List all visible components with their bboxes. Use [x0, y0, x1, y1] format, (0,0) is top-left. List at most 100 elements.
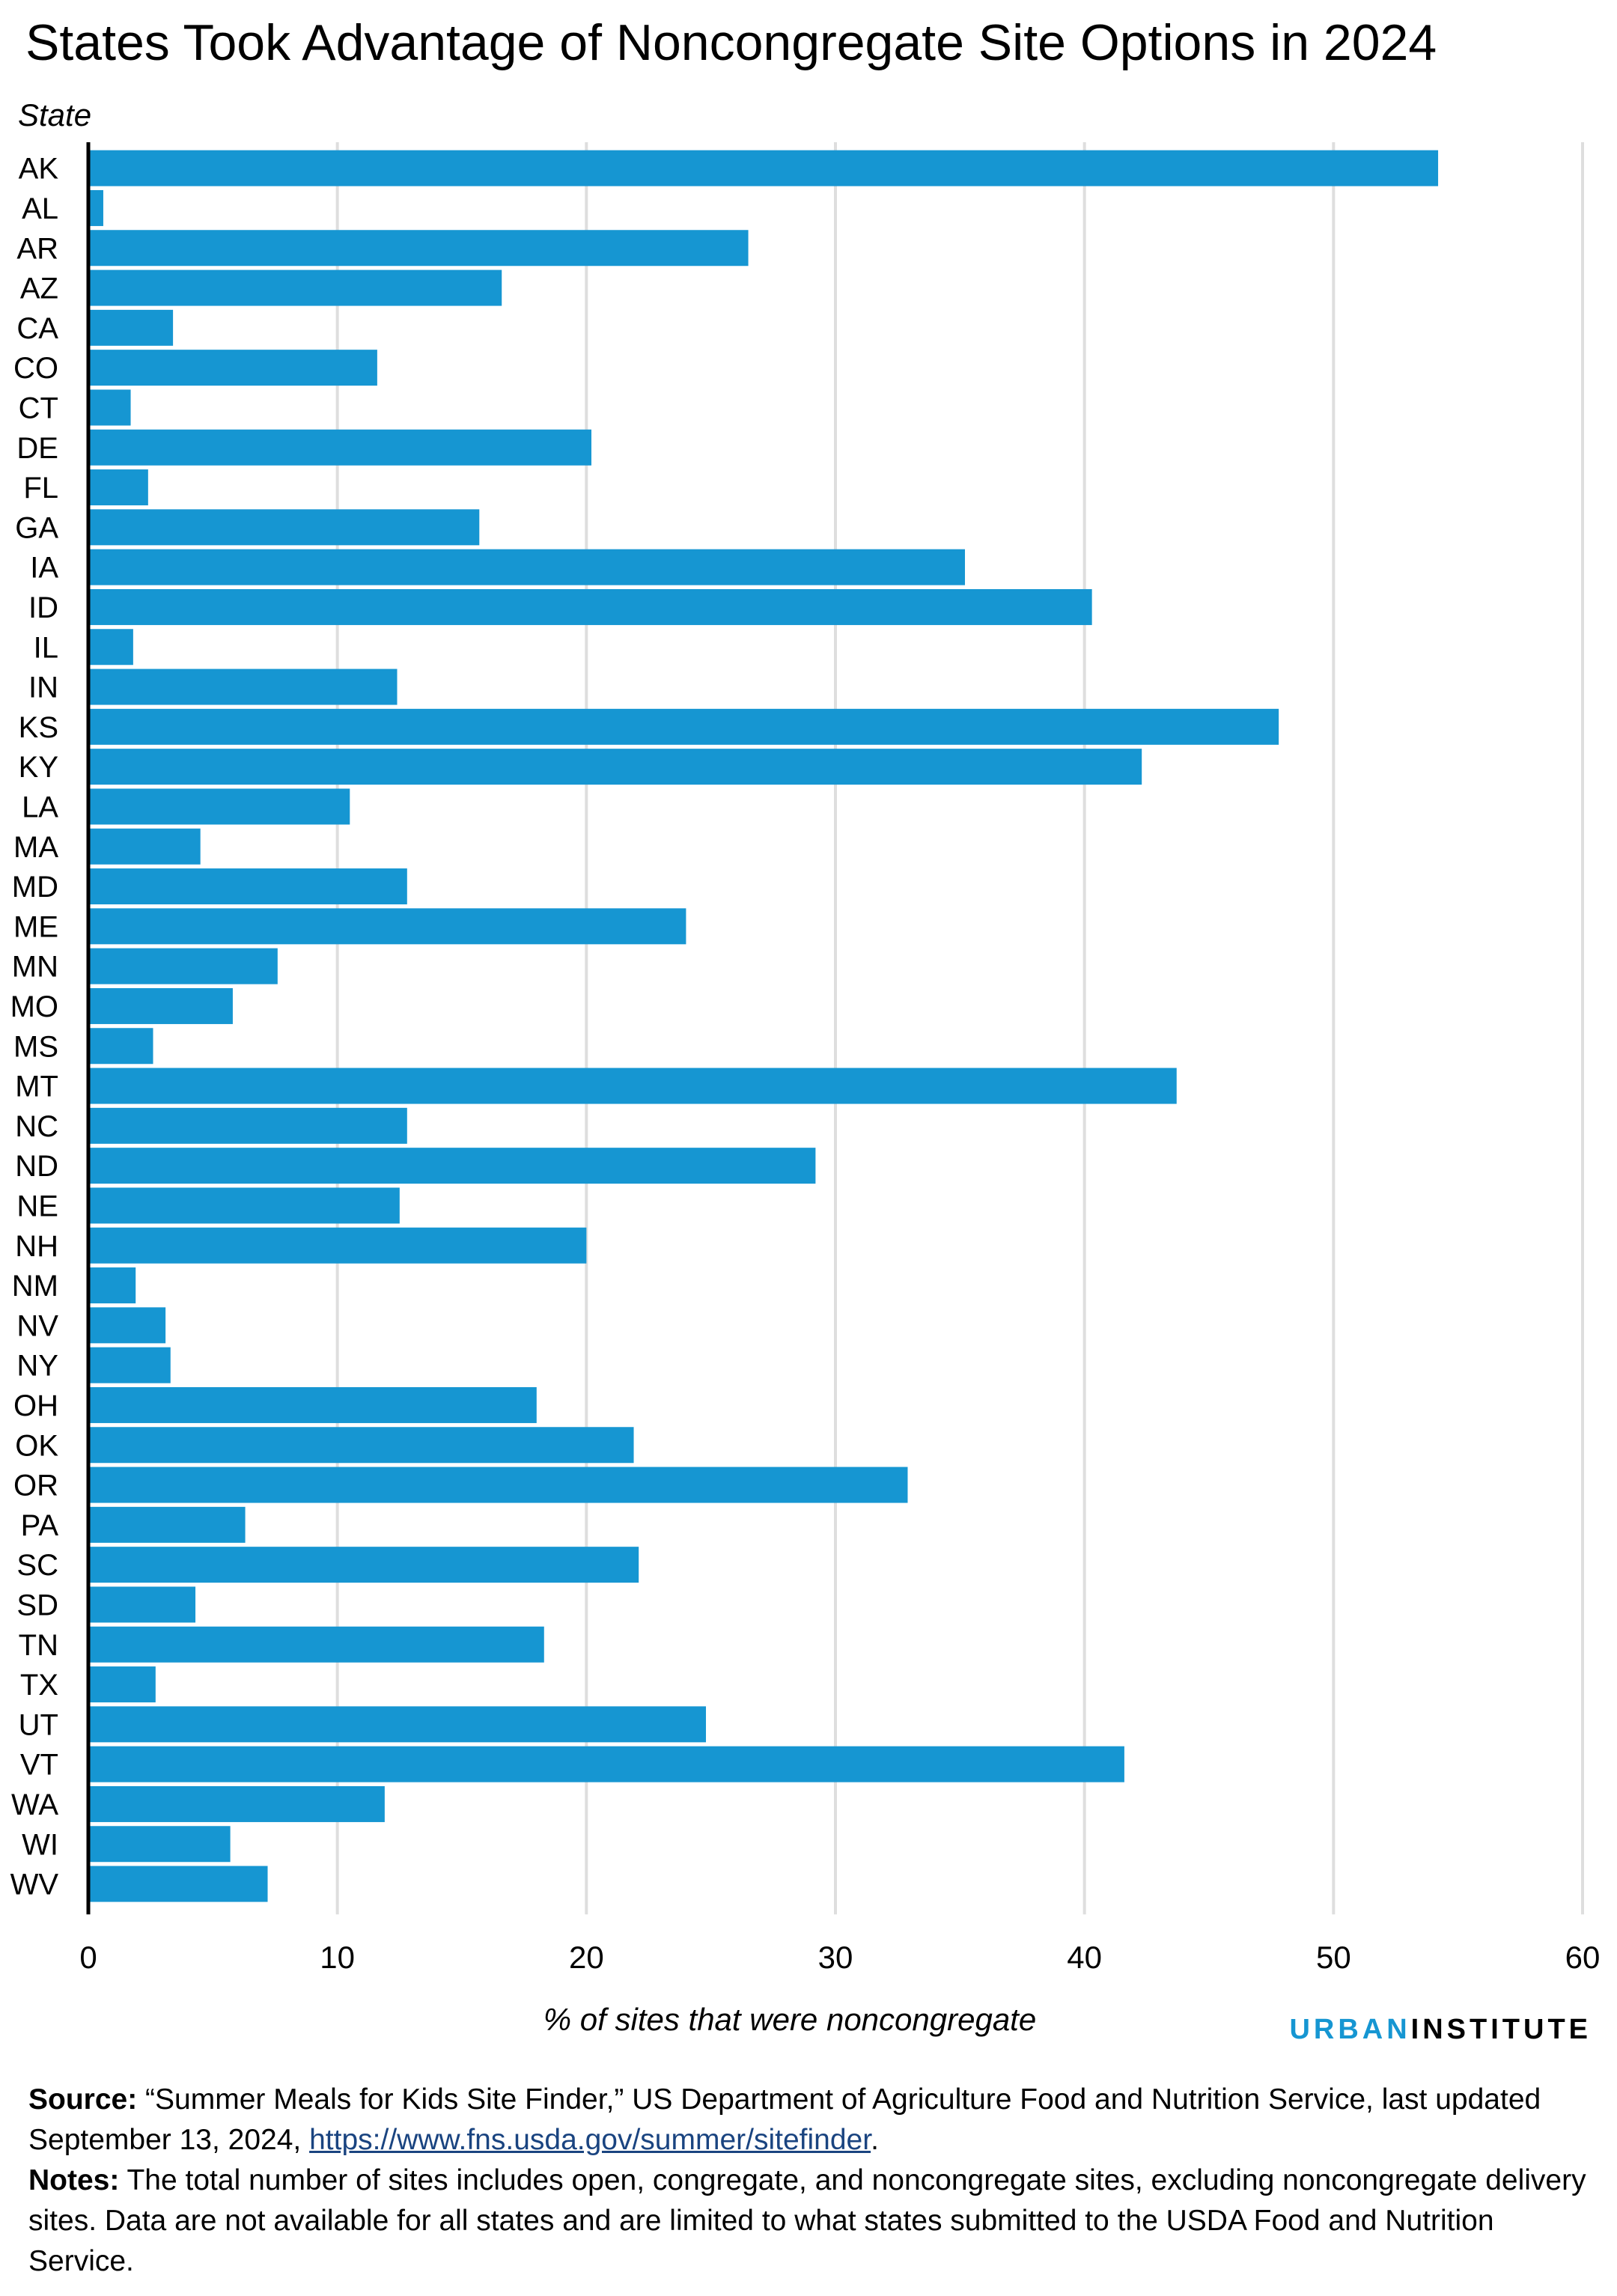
category-label: CT: [19, 392, 58, 424]
bar-tn: [88, 1626, 544, 1663]
category-label: DE: [16, 432, 58, 465]
bar-ca: [88, 309, 174, 346]
category-label: IN: [28, 672, 58, 704]
bar-ma: [88, 828, 201, 865]
x-tick-label: 0: [79, 1940, 97, 1975]
x-tick-label: 50: [1316, 1940, 1351, 1975]
category-labels: AK AL AR AZ CA CO CT DE FL GA IA ID IL IN KS KY LA MA MD ME…: [10, 153, 59, 1901]
category-label: VT: [20, 1749, 58, 1782]
category-label: WV: [10, 1869, 59, 1901]
bar-in: [88, 669, 398, 705]
bar-mn: [88, 948, 278, 984]
urban-institute-logo: URBANINSTITUTE: [1289, 2014, 1592, 2046]
bar-ms: [88, 1028, 153, 1065]
bar-vt: [88, 1746, 1124, 1782]
category-label: CO: [13, 352, 58, 385]
x-tick-label: 40: [1067, 1940, 1102, 1975]
bar-al: [88, 189, 103, 226]
category-label: UT: [19, 1708, 58, 1741]
bar-oh: [88, 1386, 537, 1423]
bar-ia: [88, 549, 965, 585]
category-label: OK: [15, 1429, 58, 1462]
category-label: AL: [22, 192, 58, 225]
category-label: WA: [11, 1788, 58, 1821]
notes-label: Notes:: [28, 2164, 120, 2196]
bar-pa: [88, 1506, 246, 1543]
bar-ok: [88, 1427, 634, 1464]
category-label: NM: [12, 1270, 58, 1303]
category-label: KY: [19, 751, 58, 784]
source-label: Source:: [28, 2083, 138, 2116]
category-label: FL: [23, 472, 58, 505]
category-label: SD: [16, 1589, 58, 1621]
category-label: ND: [15, 1150, 58, 1183]
bar-sd: [88, 1586, 196, 1623]
category-label: ME: [13, 910, 58, 943]
source-text: “Summer Meals for Kids Site Finder,” US …: [28, 2083, 1541, 2156]
source-end: .: [871, 2124, 879, 2156]
category-label: IL: [34, 631, 58, 664]
bar-nv: [88, 1307, 166, 1344]
bar-id: [88, 588, 1092, 625]
category-label: AK: [19, 153, 59, 186]
bar-ak: [88, 150, 1439, 186]
x-tick-labels: 0 10 20 30 40 50 60: [79, 1940, 1600, 1975]
bar-ut: [88, 1706, 707, 1743]
category-label: LA: [22, 791, 58, 823]
category-label: KS: [19, 711, 58, 744]
category-label: CA: [16, 312, 58, 345]
notes: Notes: The total number of sites include…: [28, 2161, 1593, 2282]
bars: [88, 150, 1439, 1902]
source-note: Source: “Summer Meals for Kids Site Find…: [28, 2080, 1593, 2161]
category-label: MD: [12, 871, 58, 904]
chart-title: States Took Advantage of Noncongregate S…: [25, 14, 1437, 71]
x-tick-label: 20: [569, 1940, 604, 1975]
bar-il: [88, 629, 133, 666]
category-label: GA: [15, 511, 58, 544]
bar-ky: [88, 749, 1142, 785]
category-label: NE: [16, 1190, 58, 1222]
x-tick-label: 60: [1565, 1940, 1601, 1975]
bar-ct: [88, 389, 131, 426]
bar-fl: [88, 469, 148, 506]
x-axis-label: % of sites that were noncongregate: [543, 2002, 1036, 2037]
category-label: MO: [10, 990, 58, 1023]
bar-ar: [88, 230, 749, 267]
category-label: WI: [22, 1828, 58, 1861]
category-label: PA: [21, 1509, 59, 1542]
bar-az: [88, 270, 502, 306]
bar-wa: [88, 1785, 385, 1822]
logo-part-urban: URBAN: [1289, 2014, 1411, 2045]
bar-nh: [88, 1227, 587, 1264]
category-label: MT: [15, 1071, 58, 1103]
category-label: NC: [15, 1110, 58, 1143]
bar-nd: [88, 1148, 816, 1184]
category-label: NY: [16, 1350, 58, 1383]
category-label: TN: [19, 1629, 58, 1662]
category-label: IA: [30, 552, 58, 585]
bar-chart: AK AL AR AZ CA CO CT DE FL GA IA ID IL IN KS KY LA MA MD ME…: [10, 97, 1601, 2037]
category-label: ID: [28, 591, 58, 624]
source-link[interactable]: https://www.fns.usda.gov/summer/sitefind…: [309, 2124, 871, 2156]
bar-wv: [88, 1866, 268, 1902]
x-tick-label: 30: [818, 1940, 853, 1975]
logo-part-institute: INSTITUTE: [1410, 2014, 1592, 2045]
bar-co: [88, 350, 377, 386]
category-label: NV: [16, 1309, 58, 1342]
category-label: OR: [13, 1470, 58, 1502]
bar-tx: [88, 1666, 156, 1703]
x-tick-label: 10: [320, 1940, 355, 1975]
category-label: NH: [15, 1230, 58, 1263]
category-label: AR: [16, 232, 58, 265]
bar-mt: [88, 1068, 1177, 1104]
bar-la: [88, 788, 350, 825]
bar-nm: [88, 1267, 136, 1304]
y-axis-label: State: [18, 97, 91, 133]
bar-ny: [88, 1347, 171, 1383]
category-label: AZ: [20, 272, 58, 305]
bar-ga: [88, 509, 480, 546]
bar-ks: [88, 708, 1279, 745]
bar-me: [88, 908, 686, 945]
bar-sc: [88, 1547, 639, 1583]
bar-nc: [88, 1107, 407, 1144]
